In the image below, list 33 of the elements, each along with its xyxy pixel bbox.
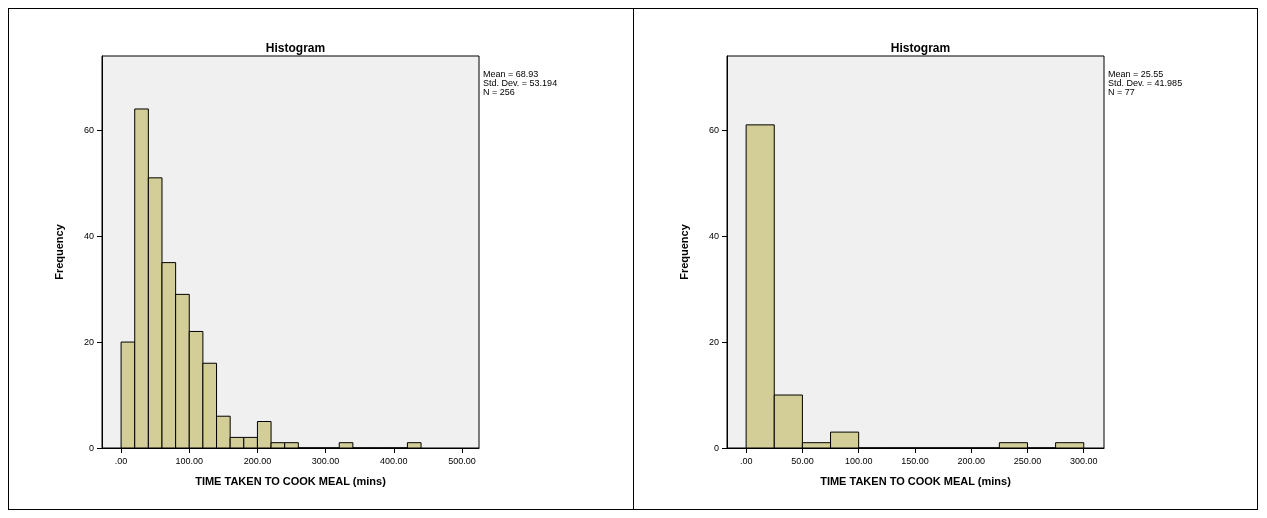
- y-axis-title: Frequency: [52, 223, 65, 280]
- x-tick-label: 300.00: [1069, 455, 1098, 466]
- x-axis-title: TIME TAKEN TO COOK MEAL (mins): [195, 474, 387, 487]
- x-tick-label: 200.00: [957, 455, 985, 466]
- y-axis-title: Frequency: [677, 223, 690, 280]
- x-tick-label: 150.00: [901, 455, 929, 466]
- text: Std. Dev. = 41.985: [1108, 77, 1183, 88]
- text: Mean = 25.55: [1108, 68, 1164, 79]
- x-tick-label: 500.00: [448, 455, 476, 466]
- text: N = 77: [1108, 86, 1135, 97]
- text: Mean = 68.93: [483, 68, 539, 79]
- y-tick-label: 20: [708, 337, 719, 348]
- x-tick-label: 50.00: [791, 455, 814, 466]
- y-tick-label: 60: [708, 125, 719, 136]
- y-tick-label: 0: [88, 443, 94, 453]
- x-tick-label: 250.00: [1013, 455, 1042, 466]
- text: N = 256: [483, 86, 515, 97]
- chart-title: Histogram: [265, 41, 326, 55]
- y-tick-label: 40: [708, 231, 719, 242]
- text: Std. Dev. = 53.194: [483, 77, 558, 88]
- x-tick-label: .00: [739, 455, 753, 466]
- x-tick-label: 100.00: [175, 455, 204, 466]
- y-tick-label: 60: [83, 125, 94, 136]
- x-tick-label: .00: [114, 455, 128, 466]
- x-tick-label: 300.00: [311, 455, 340, 466]
- x-tick-label: 200.00: [243, 455, 272, 466]
- chart-title: Histogram: [890, 41, 951, 55]
- y-tick-label: 0: [713, 443, 719, 453]
- x-axis-title: TIME TAKEN TO COOK MEAL (mins): [820, 474, 1012, 487]
- y-tick-label: 20: [83, 337, 94, 348]
- x-tick-label: 100.00: [844, 455, 873, 466]
- y-tick-label: 40: [83, 231, 94, 242]
- x-tick-label: 400.00: [380, 455, 408, 466]
